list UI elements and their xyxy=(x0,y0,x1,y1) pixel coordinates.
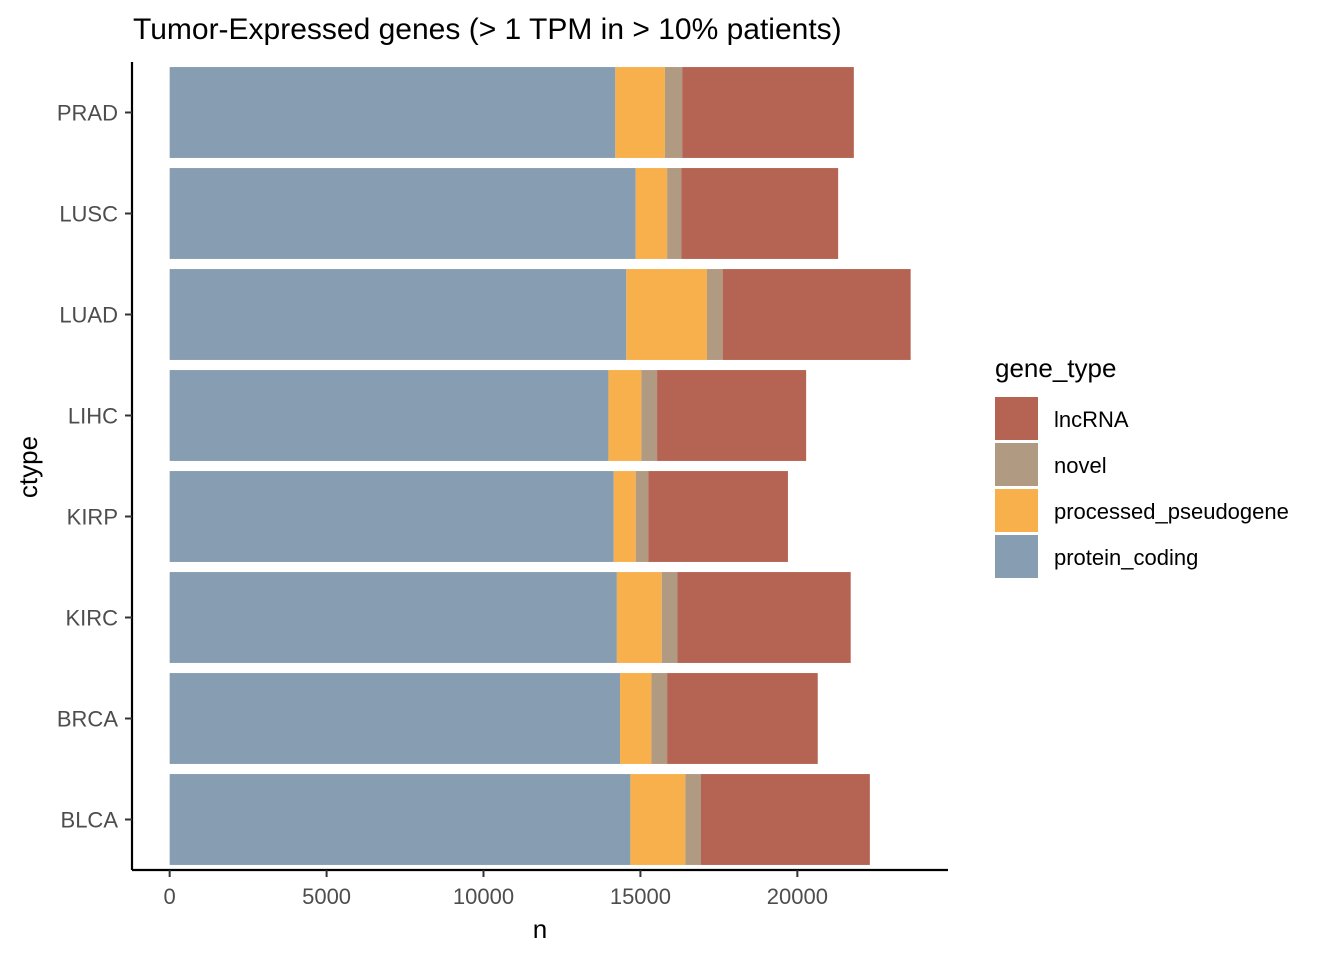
chart-title: Tumor-Expressed genes (> 1 TPM in > 10% … xyxy=(133,13,842,46)
legend-key-novel xyxy=(995,443,1038,486)
bar-prad-processed-pseudogene xyxy=(615,67,665,158)
legend-label-novel: novel xyxy=(1054,453,1107,478)
legend-title: gene_type xyxy=(995,353,1116,383)
bar-prad-lncRNA xyxy=(682,67,854,158)
legend-key-processed-pseudogene xyxy=(995,489,1038,532)
bar-lusc-lncRNA xyxy=(681,168,839,259)
x-axis-title: n xyxy=(533,914,547,944)
y-tick-label-lusc: LUSC xyxy=(59,202,118,227)
bar-kirp-novel xyxy=(635,471,649,562)
bar-blca-protein-coding xyxy=(169,774,631,865)
legend-label-protein-coding: protein_coding xyxy=(1054,545,1198,570)
y-tick-label-lihc: LIHC xyxy=(68,404,118,429)
bar-lusc-protein-coding xyxy=(169,168,636,259)
bar-kirp-protein-coding xyxy=(169,471,614,562)
bar-luad-lncRNA xyxy=(722,269,911,360)
bar-kirp-processed-pseudogene xyxy=(613,471,636,562)
bar-luad-novel xyxy=(706,269,723,360)
bar-kirc-protein-coding xyxy=(169,572,617,663)
bar-lusc-novel xyxy=(667,168,682,259)
bar-prad-protein-coding xyxy=(169,67,616,158)
y-tick-label-luad: LUAD xyxy=(59,303,118,328)
bar-lihc-lncRNA xyxy=(657,370,807,461)
bar-brca-processed-pseudogene xyxy=(620,673,652,764)
bar-kirc-lncRNA xyxy=(677,572,851,663)
bar-brca-protein-coding xyxy=(169,673,621,764)
legend-label-lncRNA: lncRNA xyxy=(1054,407,1129,432)
legend: gene_type lncRNA novel processed_pseudogen… xyxy=(995,353,1289,578)
bar-kirp-lncRNA xyxy=(648,471,788,562)
bar-lusc-processed-pseudogene xyxy=(635,168,668,259)
bar-kirc-novel xyxy=(661,572,678,663)
bar-blca-novel xyxy=(685,774,702,865)
bar-lihc-processed-pseudogene xyxy=(608,370,642,461)
x-tick-label-20000: 20000 xyxy=(767,884,828,909)
y-tick-label-kirc: KIRC xyxy=(65,606,118,631)
y-tick-label-blca: BLCA xyxy=(61,808,119,833)
bar-brca-novel xyxy=(651,673,668,764)
bar-blca-processed-pseudogene xyxy=(630,774,686,865)
y-tick-label-prad: PRAD xyxy=(57,101,118,126)
x-tick-label-5000: 5000 xyxy=(302,884,351,909)
legend-label-processed-pseudogene: processed_pseudogene xyxy=(1054,499,1289,524)
bar-luad-protein-coding xyxy=(169,269,627,360)
axes-group: PRAD LUSC LUAD LIHC KIRP KIRC BRCA BLCA 0 5000 100… xyxy=(57,62,948,909)
bar-kirc-processed-pseudogene xyxy=(616,572,662,663)
bar-prad-novel xyxy=(664,67,683,158)
legend-key-protein-coding xyxy=(995,535,1038,578)
bar-blca-lncRNA xyxy=(701,774,870,865)
x-tick-label-15000: 15000 xyxy=(610,884,671,909)
bar-luad-processed-pseudogene xyxy=(626,269,707,360)
y-axis-title: ctype xyxy=(13,436,43,498)
y-tick-label-brca: BRCA xyxy=(57,707,118,732)
bar-lihc-protein-coding xyxy=(169,370,609,461)
bar-brca-lncRNA xyxy=(667,673,818,764)
legend-key-lncRNA xyxy=(995,397,1038,440)
y-tick-label-kirp: KIRP xyxy=(67,505,118,530)
bars-group xyxy=(169,67,911,865)
x-tick-label-0: 0 xyxy=(164,884,176,909)
x-tick-label-10000: 10000 xyxy=(453,884,514,909)
bar-lihc-novel xyxy=(641,370,658,461)
